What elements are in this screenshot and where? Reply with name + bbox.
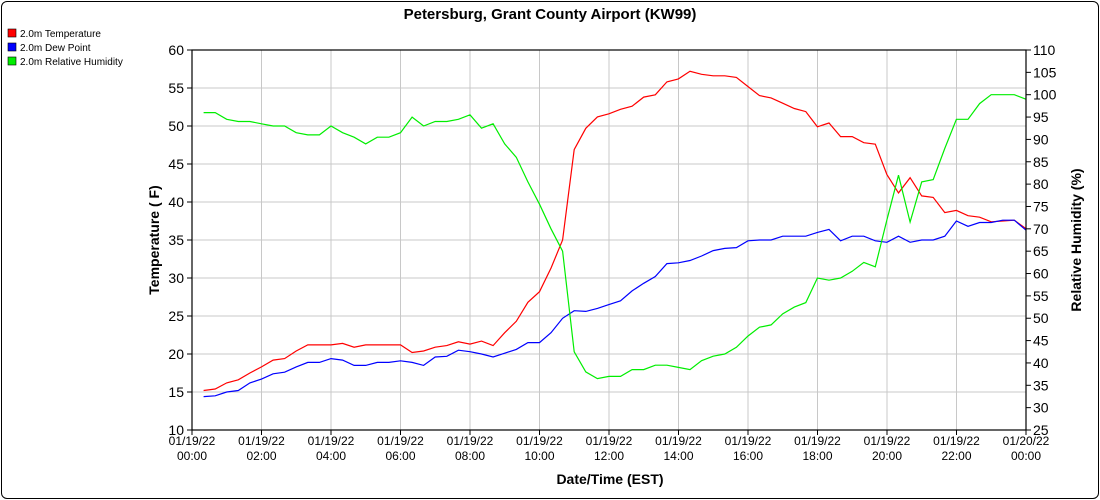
x-tick-date: 01/19/22 bbox=[864, 434, 911, 448]
y-tick-label: 50 bbox=[168, 118, 184, 134]
grid bbox=[191, 49, 1027, 431]
y2-axis-label: Relative Humidity (%) bbox=[1068, 168, 1084, 311]
x-tick-time: 10:00 bbox=[524, 449, 554, 463]
y2-tick-label: 75 bbox=[1033, 198, 1049, 214]
series-line-2-0m-relative-humidity bbox=[203, 94, 1027, 380]
legend-swatch bbox=[7, 56, 17, 66]
x-tick-date: 01/19/22 bbox=[794, 434, 841, 448]
x-tick-time: 04:00 bbox=[316, 449, 346, 463]
x-tick-date: 01/20/22 bbox=[1003, 434, 1050, 448]
y2-tick-label: 35 bbox=[1033, 377, 1049, 393]
legend-swatch bbox=[7, 28, 17, 38]
x-tick-time: 08:00 bbox=[455, 449, 485, 463]
x-tick-time: 18:00 bbox=[802, 449, 832, 463]
series-lines bbox=[203, 70, 1027, 398]
y-tick-label: 55 bbox=[168, 80, 184, 96]
x-tick-time: 06:00 bbox=[385, 449, 415, 463]
y-tick-label: 60 bbox=[168, 42, 184, 58]
x-tick-time: 20:00 bbox=[872, 449, 902, 463]
y-tick-label: 20 bbox=[168, 346, 184, 362]
x-tick-date: 01/19/22 bbox=[238, 434, 285, 448]
x-tick-time: 00:00 bbox=[1011, 449, 1041, 463]
y2-tick-label: 70 bbox=[1033, 221, 1049, 237]
y-tick-label: 15 bbox=[168, 384, 184, 400]
x-tick-date: 01/19/22 bbox=[655, 434, 702, 448]
y2-tick-label: 45 bbox=[1033, 333, 1049, 349]
legend-swatch bbox=[7, 42, 17, 52]
y-tick-label: 45 bbox=[168, 156, 184, 172]
y2-tick-label: 105 bbox=[1033, 64, 1057, 80]
y2-tick-label: 55 bbox=[1033, 288, 1049, 304]
y-tick-label: 35 bbox=[168, 232, 184, 248]
x-tick-time: 02:00 bbox=[246, 449, 276, 463]
legend-label: 2.0m Temperature bbox=[20, 29, 101, 40]
legend: 2.0m Temperature 2.0m Dew Point 2.0m Relat… bbox=[7, 28, 123, 68]
x-tick-date: 01/19/22 bbox=[377, 434, 424, 448]
series-line-2-0m-temperature bbox=[203, 70, 1027, 392]
x-tick-time: 00:00 bbox=[177, 449, 207, 463]
x-tick-date: 01/19/22 bbox=[586, 434, 633, 448]
y2-tick-label: 60 bbox=[1033, 266, 1049, 282]
y-tick-label: 40 bbox=[168, 194, 184, 210]
y-axis-label: Temperature ( F) bbox=[146, 185, 162, 294]
y2-tick-label: 95 bbox=[1033, 109, 1049, 125]
chart-title: Petersburg, Grant County Airport (KW99) bbox=[404, 6, 697, 23]
y2-tick-label: 85 bbox=[1033, 154, 1049, 170]
x-tick-date: 01/19/22 bbox=[516, 434, 563, 448]
y-tick-label: 30 bbox=[168, 270, 184, 286]
x-tick-date: 01/19/22 bbox=[308, 434, 355, 448]
x-axis-label: Date/Time (EST) bbox=[556, 471, 663, 487]
legend-label: 2.0m Relative Humidity bbox=[20, 57, 123, 68]
y2-tick-label: 40 bbox=[1033, 355, 1049, 371]
y-tick-label: 10 bbox=[168, 422, 184, 438]
y-tick-label: 25 bbox=[168, 308, 184, 324]
axis-ticks: 10 15 20 25 30 35 40 45 50 55 60 25 30 35 40 45 50 55 60 65… bbox=[168, 42, 1056, 463]
x-tick-date: 01/19/22 bbox=[447, 434, 494, 448]
x-tick-time: 22:00 bbox=[941, 449, 971, 463]
y2-tick-label: 110 bbox=[1033, 42, 1056, 58]
y2-tick-label: 65 bbox=[1033, 243, 1049, 259]
x-tick-time: 14:00 bbox=[663, 449, 693, 463]
x-tick-date: 01/19/22 bbox=[725, 434, 772, 448]
y2-tick-label: 90 bbox=[1033, 131, 1049, 147]
y2-tick-label: 50 bbox=[1033, 310, 1049, 326]
y2-tick-label: 80 bbox=[1033, 176, 1049, 192]
x-tick-date: 01/19/22 bbox=[933, 434, 980, 448]
series-line-2-0m-dew-point bbox=[203, 219, 1027, 398]
x-tick-time: 12:00 bbox=[594, 449, 624, 463]
x-tick-time: 16:00 bbox=[733, 449, 763, 463]
y2-tick-label: 100 bbox=[1033, 87, 1057, 103]
y2-tick-label: 30 bbox=[1033, 400, 1049, 416]
legend-label: 2.0m Dew Point bbox=[20, 43, 91, 54]
y2-tick-label: 25 bbox=[1033, 422, 1049, 438]
x-tick-date: 01/19/22 bbox=[169, 434, 216, 448]
